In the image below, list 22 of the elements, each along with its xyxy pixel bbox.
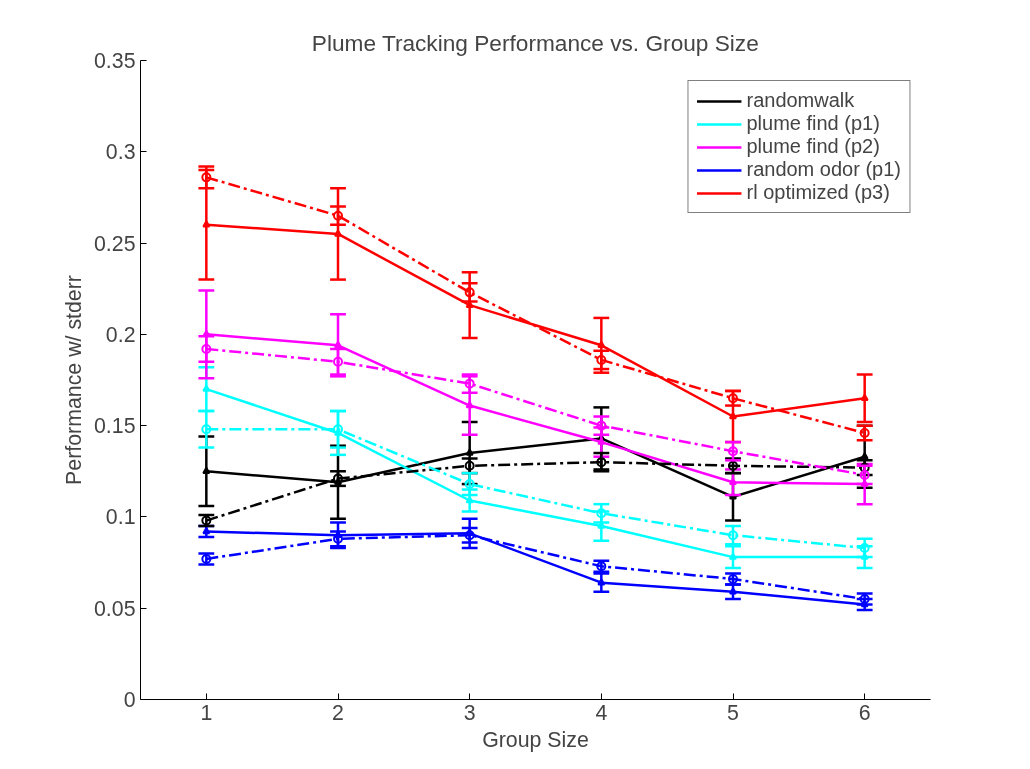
x-axis-title: Group Size (482, 727, 589, 752)
y-axis-title: Performance w/ stderr (61, 275, 86, 485)
y-tick-label: 0.15 (93, 414, 136, 439)
x-tick-label: 3 (463, 700, 476, 725)
legend-label: plume find (p1) (746, 112, 880, 135)
legend-label: plume find (p2) (746, 135, 880, 158)
legend-label: random odor (p1) (746, 158, 901, 181)
y-tick-label: 0.35 (93, 49, 136, 73)
y-tick-label: 0 (123, 688, 136, 712)
y-tick-label: 0.25 (93, 231, 136, 256)
x-tick-label: 5 (727, 700, 739, 725)
legend-label: rl optimized (p3) (746, 181, 890, 204)
x-tick-label: 6 (858, 700, 871, 725)
chart-title: Plume Tracking Performance vs. Group Size (311, 29, 759, 56)
y-tick-label: 0.1 (105, 505, 136, 530)
y-tick-label: 0.3 (105, 140, 136, 165)
x-tick-label: 1 (200, 700, 213, 725)
legend-label: randomwalk (746, 89, 855, 112)
x-tick-label: 2 (332, 700, 344, 725)
y-tick-label: 0.05 (93, 596, 136, 621)
x-tick-label: 4 (595, 700, 608, 725)
y-tick-label: 0.2 (105, 322, 136, 347)
